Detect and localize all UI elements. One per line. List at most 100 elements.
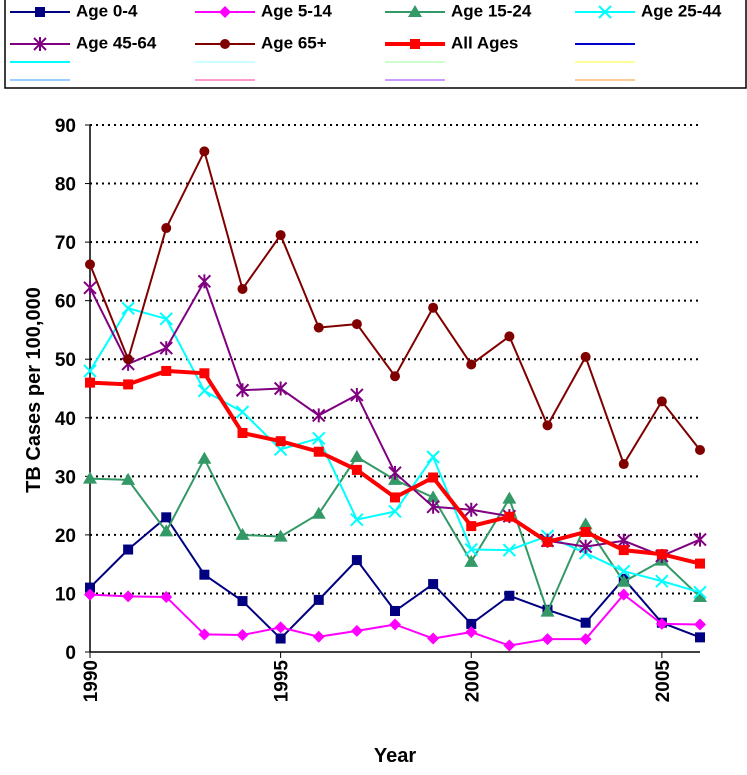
marker: [35, 7, 45, 17]
marker: [237, 596, 248, 607]
marker: [235, 383, 250, 398]
marker: [84, 588, 96, 601]
legend-label: Age 5-14: [261, 1, 332, 20]
marker: [464, 502, 478, 517]
marker: [466, 521, 477, 532]
marker: [426, 450, 440, 464]
marker: [542, 420, 553, 431]
marker: [219, 6, 231, 18]
marker: [351, 464, 362, 475]
marker: [695, 444, 705, 455]
marker: [426, 499, 440, 514]
marker: [351, 555, 362, 566]
marker: [312, 630, 325, 643]
marker: [275, 633, 286, 644]
marker: [199, 146, 210, 157]
x-tick-label: 1995: [272, 660, 293, 703]
marker: [580, 526, 591, 537]
marker: [350, 624, 363, 637]
x-axis-title: Year: [374, 745, 416, 767]
marker: [197, 384, 212, 398]
marker: [122, 590, 135, 603]
marker: [123, 544, 134, 555]
marker: [161, 223, 172, 234]
marker: [617, 564, 631, 578]
marker: [312, 408, 326, 423]
y-axis-title: TB Cases per 100,000: [23, 287, 45, 493]
marker: [121, 301, 135, 315]
marker: [656, 549, 667, 560]
marker: [83, 280, 97, 295]
marker: [464, 542, 478, 557]
legend-label: All Ages: [451, 33, 518, 52]
marker: [693, 585, 707, 599]
marker: [503, 639, 516, 652]
marker: [580, 351, 591, 362]
marker: [313, 322, 324, 333]
y-tick-label: 80: [55, 175, 76, 196]
marker: [237, 283, 248, 294]
y-tick-label: 90: [55, 116, 76, 137]
marker: [237, 428, 248, 439]
marker: [502, 491, 517, 504]
marker: [161, 365, 172, 376]
marker: [542, 536, 553, 547]
marker: [199, 569, 210, 580]
marker: [695, 632, 705, 643]
marker: [390, 371, 400, 382]
marker: [388, 504, 402, 519]
marker: [502, 543, 517, 557]
marker: [313, 446, 324, 457]
legend-label: Age 45-64: [76, 33, 157, 52]
marker: [408, 5, 422, 17]
marker: [235, 405, 250, 419]
marker: [161, 512, 172, 523]
x-tick-label: 2000: [462, 660, 483, 702]
marker: [618, 545, 629, 556]
marker: [655, 574, 669, 588]
marker: [389, 618, 401, 631]
legend-label: Age 15-24: [451, 1, 532, 20]
marker: [504, 590, 515, 601]
y-tick-label: 30: [55, 467, 76, 488]
marker: [390, 492, 400, 503]
marker: [428, 472, 439, 483]
marker: [466, 359, 477, 370]
marker: [694, 618, 706, 631]
legend-label: Age 65+: [261, 33, 327, 52]
marker: [159, 341, 173, 356]
legend-label: Age 25-44: [641, 1, 722, 20]
marker: [350, 387, 364, 402]
marker: [274, 621, 287, 634]
marker: [464, 554, 479, 567]
marker: [236, 629, 249, 642]
marker: [312, 431, 326, 445]
marker: [220, 39, 230, 49]
legend-overflow: [10, 43, 635, 81]
marker: [159, 524, 174, 537]
marker: [580, 617, 591, 628]
marker: [618, 459, 629, 470]
marker: [85, 582, 95, 593]
marker: [275, 230, 286, 241]
marker: [693, 532, 707, 547]
marker: [579, 633, 592, 646]
marker: [85, 259, 95, 270]
marker: [33, 37, 47, 51]
marker: [504, 511, 515, 522]
y-tick-label: 20: [55, 526, 76, 547]
marker: [311, 506, 326, 519]
marker: [656, 396, 667, 407]
marker: [273, 529, 288, 542]
marker: [390, 606, 400, 617]
marker: [616, 574, 631, 587]
marker: [617, 588, 630, 601]
marker: [199, 368, 210, 379]
marker: [693, 589, 707, 602]
marker: [159, 312, 173, 326]
marker: [465, 626, 478, 639]
marker: [598, 5, 612, 19]
marker: [275, 436, 286, 447]
x-tick-label: 2005: [653, 660, 674, 703]
